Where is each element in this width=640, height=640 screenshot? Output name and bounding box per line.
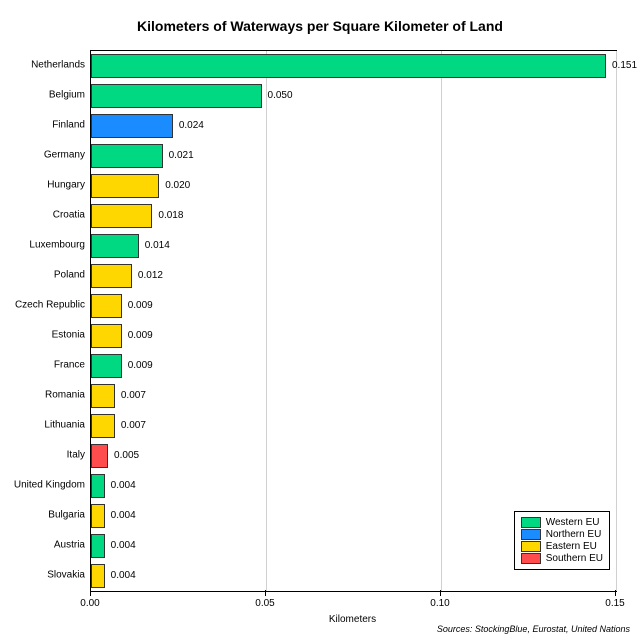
bar	[91, 144, 163, 168]
y-category-label: France	[54, 360, 85, 371]
bar	[91, 414, 115, 438]
y-category-label: Netherlands	[31, 60, 85, 71]
bar-value-label: 0.009	[128, 360, 153, 371]
legend-label: Eastern EU	[546, 541, 597, 552]
y-category-label: Estonia	[52, 330, 85, 341]
legend-label: Western EU	[546, 517, 600, 528]
y-category-label: Czech Republic	[15, 300, 85, 311]
bar	[91, 204, 152, 228]
bar-value-label: 0.018	[158, 210, 183, 221]
y-category-label: Belgium	[49, 90, 85, 101]
bar-value-label: 0.020	[165, 180, 190, 191]
bar-value-label: 0.004	[111, 510, 136, 521]
y-category-label: United Kingdom	[14, 480, 85, 491]
x-tick	[90, 590, 91, 596]
bar-value-label: 0.004	[111, 570, 136, 581]
bar	[91, 114, 173, 138]
bar-value-label: 0.021	[169, 150, 194, 161]
legend-label: Northern EU	[546, 529, 602, 540]
bar-value-label: 0.007	[121, 420, 146, 431]
chart-title: Kilometers of Waterways per Square Kilom…	[0, 18, 640, 34]
bar	[91, 324, 122, 348]
bar-value-label: 0.151	[612, 60, 637, 71]
y-category-label: Romania	[45, 390, 85, 401]
legend-item: Northern EU	[521, 529, 603, 540]
x-tick-label: 0.15	[605, 598, 624, 609]
bar-value-label: 0.009	[128, 300, 153, 311]
bar-value-label: 0.007	[121, 390, 146, 401]
bar	[91, 294, 122, 318]
legend-swatch	[521, 553, 541, 564]
bar	[91, 564, 105, 588]
chart-container: Kilometers of Waterways per Square Kilom…	[0, 0, 640, 640]
grid-line	[441, 51, 442, 591]
bar-value-label: 0.014	[145, 240, 170, 251]
bar	[91, 264, 132, 288]
bar	[91, 234, 139, 258]
legend-item: Southern EU	[521, 553, 603, 564]
x-tick	[440, 590, 441, 596]
bar-value-label: 0.004	[111, 540, 136, 551]
y-category-label: Finland	[52, 120, 85, 131]
bar-value-label: 0.050	[268, 90, 293, 101]
bar-value-label: 0.009	[128, 330, 153, 341]
bar	[91, 444, 108, 468]
bar	[91, 174, 159, 198]
bar	[91, 474, 105, 498]
x-tick-label: 0.00	[80, 598, 99, 609]
legend-swatch	[521, 529, 541, 540]
y-category-label: Lithuania	[44, 420, 85, 431]
legend: Western EUNorthern EUEastern EUSouthern …	[514, 511, 610, 570]
y-category-label: Hungary	[47, 180, 85, 191]
y-category-label: Luxembourg	[29, 240, 85, 251]
x-tick-label: 0.10	[430, 598, 449, 609]
x-tick-label: 0.05	[255, 598, 274, 609]
grid-line	[266, 51, 267, 591]
bar-value-label: 0.004	[111, 480, 136, 491]
bar	[91, 384, 115, 408]
bar-value-label: 0.024	[179, 120, 204, 131]
sources-text: Sources: StockingBlue, Eurostat, United …	[437, 624, 630, 634]
bar-value-label: 0.005	[114, 450, 139, 461]
grid-line	[616, 51, 617, 591]
legend-item: Eastern EU	[521, 541, 603, 552]
y-category-label: Croatia	[53, 210, 85, 221]
legend-swatch	[521, 517, 541, 528]
bar-value-label: 0.012	[138, 270, 163, 281]
x-tick	[265, 590, 266, 596]
y-category-label: Germany	[44, 150, 85, 161]
legend-swatch	[521, 541, 541, 552]
x-tick	[615, 590, 616, 596]
bar	[91, 534, 105, 558]
bar	[91, 84, 262, 108]
bar	[91, 54, 606, 78]
legend-label: Southern EU	[546, 553, 603, 564]
legend-item: Western EU	[521, 517, 603, 528]
bar	[91, 504, 105, 528]
y-category-label: Austria	[54, 540, 85, 551]
y-category-label: Poland	[54, 270, 85, 281]
y-category-label: Slovakia	[47, 570, 85, 581]
bar	[91, 354, 122, 378]
y-category-label: Italy	[67, 450, 85, 461]
y-category-label: Bulgaria	[48, 510, 85, 521]
x-axis-label: Kilometers	[329, 614, 376, 625]
